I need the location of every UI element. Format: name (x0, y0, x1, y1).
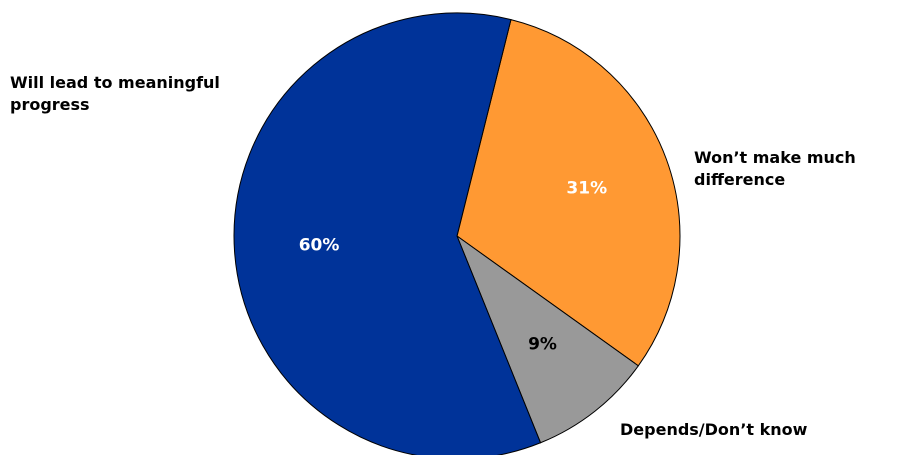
pie-slices (233, 12, 681, 455)
pie-value-labels: 31% 9% 60% (299, 178, 607, 354)
category-label-meaningful-progress: Will lead to meaningful progress (10, 73, 220, 114)
slice-meaningful-progress (233, 12, 542, 455)
category-label-not-much-difference: Won’t make much difference (694, 148, 856, 189)
slice-not-much-difference-value-label: 31% (566, 178, 607, 198)
slice-meaningful-progress-value-label: 60% (299, 236, 340, 256)
category-label-depends-dont-know: Depends/Don’t know (620, 420, 808, 439)
slice-depends-dont-know-value-label: 9% (528, 335, 557, 355)
slice-not-much-difference (456, 19, 681, 367)
slice-depends-dont-know (455, 234, 640, 444)
